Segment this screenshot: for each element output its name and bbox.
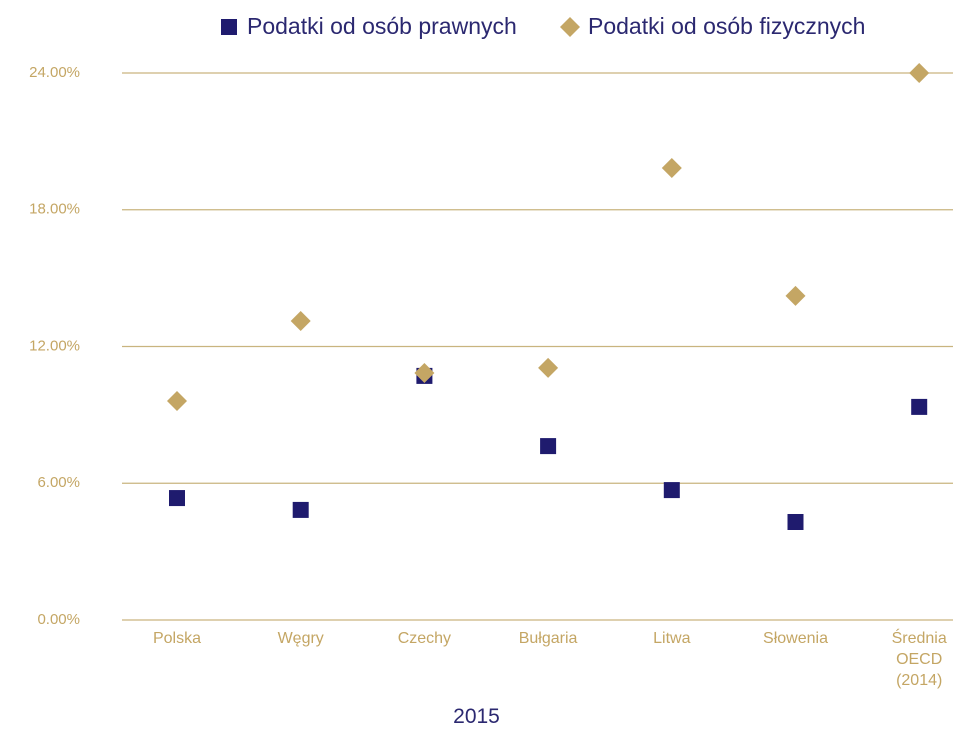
point	[290, 310, 311, 331]
y-tick-label: 0.00%	[37, 611, 80, 628]
point	[414, 362, 435, 383]
legend-marker	[221, 19, 237, 35]
x-tick-label: Słowenia	[763, 630, 828, 647]
x-tick-label: Średnia OECD (2014)	[891, 630, 947, 689]
legend-marker	[560, 17, 580, 37]
legend-label: Podatki od osób fizycznych	[588, 13, 865, 39]
point	[787, 513, 804, 530]
point	[540, 438, 557, 455]
x-tick-label: Węgry	[277, 630, 324, 647]
y-tick-label: 6.00%	[37, 474, 80, 491]
point	[909, 63, 930, 83]
y-tick-label: 12.00%	[29, 337, 80, 354]
y-tick-label: 18.00%	[29, 201, 80, 218]
legend-label: Podatki od osób prawnych	[247, 13, 517, 39]
x-tick-label: Bułgaria	[518, 630, 578, 647]
x-tick-label: Litwa	[653, 630, 691, 647]
point	[292, 501, 309, 518]
x-axis-label: 2015	[453, 705, 500, 728]
point	[538, 357, 559, 378]
point	[661, 158, 682, 179]
point	[911, 398, 928, 415]
y-tick-label: 24.00%	[29, 64, 80, 81]
point	[167, 390, 187, 411]
x-tick-label: Polska	[152, 630, 202, 647]
point	[663, 482, 680, 499]
x-tick-label: Czechy	[397, 630, 452, 647]
point	[785, 285, 806, 306]
point	[169, 490, 185, 507]
